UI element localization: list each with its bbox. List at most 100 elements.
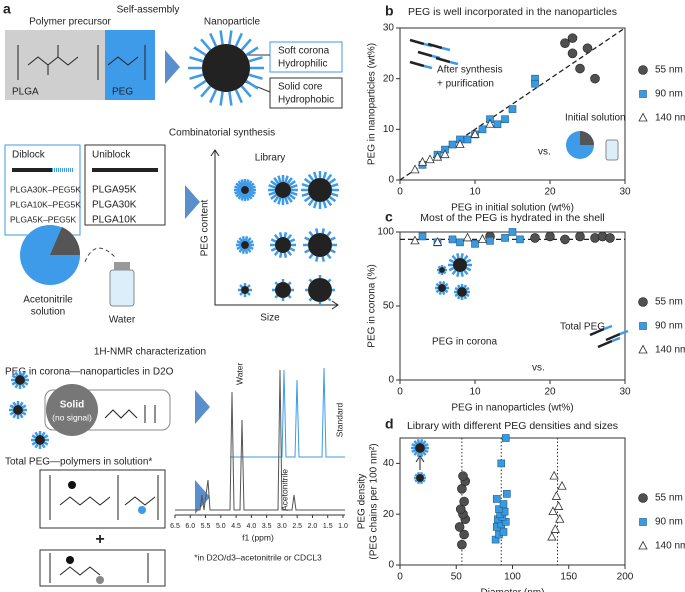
y-tick-label: 20 [383,509,395,520]
icon-chain [409,38,425,46]
annotation: Total PEG [560,322,605,333]
peg-chain [9,404,15,409]
peg-chain [34,431,39,437]
point [478,125,487,134]
chart-title: PEG is well incorporated in the nanopart… [408,6,617,18]
legend-marker [638,297,648,307]
peg-chain [437,265,441,269]
point [501,115,509,123]
legend-label: 140 nm [655,345,685,356]
tick-label: 2.0 [308,523,318,530]
annotation: vs. [538,147,551,158]
label: f1 (ppm) [242,532,274,542]
peg-chain [422,473,426,477]
point [547,531,557,541]
icon-chain [435,56,451,64]
peg-chain [289,238,296,243]
y-axis-label: PEG in corona (%) [367,264,378,347]
box [39,469,166,529]
peg-chain [244,248,249,255]
peg-chain [19,401,24,407]
peg-chain [246,180,253,188]
y-tick-label: 0 [388,175,394,186]
peg-chain [248,239,254,245]
np-core [308,233,332,257]
peg-chain [241,235,246,242]
point [548,506,558,516]
label: PLGA [12,87,39,98]
label: Acetonitrile [279,469,289,511]
label: Solid core [278,82,323,93]
point [503,490,511,498]
peg-chain [236,239,242,245]
np-core [241,286,249,294]
panel-a: a Self-assembly Polymer precursor PLGA P… [3,1,345,587]
peg-chain [273,234,279,240]
peg-chain [246,284,251,289]
peg-chain [234,190,242,195]
np-core [241,241,249,249]
peg-chain [21,383,26,389]
peg-chain [31,441,37,446]
peg-chain [448,258,455,264]
peg-chain [277,197,282,205]
peg-chain [209,32,218,47]
point [557,480,567,490]
label: Total PEG—polymers in solution* [5,457,152,468]
point [550,524,560,533]
icon-slice [580,131,594,145]
peg-chain [288,180,296,187]
peg-chain [228,91,233,106]
label: Acetonitrile [23,295,73,306]
icon-chain [409,60,425,68]
peg-chain [463,295,468,300]
legend-marker [638,112,648,122]
point [560,234,570,245]
label: Combinatorial synthesis [169,128,275,139]
x-tick-label: 10 [469,187,481,198]
peg-chain [422,451,427,456]
panel-label: d [385,416,394,432]
np-core [35,435,45,445]
x-axis-label: Diameter (nm) [481,588,545,592]
y-tick-label: 0 [388,375,394,386]
peg-chain [236,245,242,251]
point [463,135,472,144]
peg-chain [14,371,19,377]
np-core [308,278,332,302]
x-axis-label: PEG in initial solution (wt%) [451,203,574,214]
np-core [202,44,250,92]
peg-chain [12,413,17,419]
np-core [15,375,25,385]
point [410,235,420,245]
x-tick-label: 100 [504,572,521,583]
icon-chain [441,46,451,52]
tick-label: 2.5 [292,523,302,530]
np-core [13,405,23,415]
peg-chain [240,85,252,98]
label: 1H-NMR characterization [94,347,206,358]
peg-chain [308,297,313,302]
peg-chain [43,434,49,439]
point [485,118,495,128]
tick-label: 1.0 [338,523,348,530]
plot-frame [399,27,626,181]
peg-chain [283,232,288,238]
peg-chain [200,38,212,51]
label: PEG [112,87,133,98]
peg-chain [423,442,429,447]
peg-chain [451,269,457,276]
legend-label: 55 nm [655,297,683,308]
vial [109,269,135,307]
peg-chain [200,85,212,98]
point [508,228,517,236]
peg-chain [273,177,280,185]
peg-chain [448,266,455,272]
peg-chain [238,247,244,253]
peg-chain [456,295,461,300]
label: Soft corona [278,46,330,57]
x-tick-label: 30 [619,387,631,398]
np-core [453,258,467,272]
label: Self-assembly [117,5,180,16]
